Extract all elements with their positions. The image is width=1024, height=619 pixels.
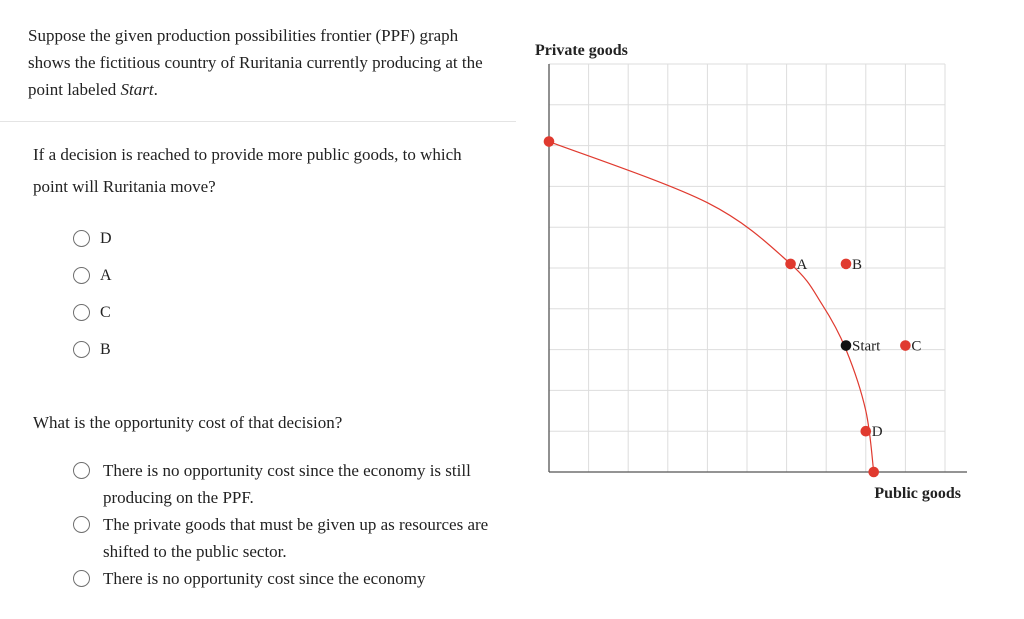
point-start	[840, 340, 852, 351]
intro-end: .	[153, 80, 158, 99]
point-d	[860, 425, 872, 437]
radio-icon[interactable]	[73, 304, 90, 321]
option-label: There is no opportunity cost since the e…	[103, 461, 471, 507]
question-2-text: What is the opportunity cost of that dec…	[33, 413, 343, 432]
radio-icon[interactable]	[73, 230, 90, 247]
option-a[interactable]: A	[73, 257, 112, 294]
point-a	[785, 258, 796, 270]
point-b	[840, 258, 852, 270]
chart-grid	[549, 63, 946, 472]
option-label: A	[100, 266, 112, 284]
section-divider	[0, 121, 516, 122]
point-intercept	[543, 136, 555, 147]
question-intro: Suppose the given production possibiliti…	[28, 22, 488, 103]
intro-emphasis: Start	[120, 80, 154, 99]
radio-icon[interactable]	[73, 570, 90, 587]
y-axis-label: Private goods	[535, 42, 628, 59]
point-label-c: C	[911, 339, 921, 355]
option-no-opportunity-cost[interactable]: There is no opportunity cost since the e…	[73, 457, 503, 511]
option-no-opportunity-cost-2[interactable]: There is no opportunity cost since the e…	[73, 565, 503, 619]
point-label-d: D	[872, 424, 883, 440]
point-label-b: B	[852, 257, 862, 273]
option-d[interactable]: D	[73, 220, 112, 257]
point-label-a: A	[797, 257, 808, 273]
question-1-options: D A C B	[73, 220, 112, 368]
chart-points: A B Start C D	[543, 136, 921, 478]
option-c[interactable]: C	[73, 294, 112, 331]
radio-icon[interactable]	[73, 341, 90, 358]
point-label-start: Start	[852, 339, 881, 355]
option-label: D	[100, 229, 112, 247]
ppf-chart: A B Start C D Private goods Public goods	[520, 30, 980, 515]
point-c	[900, 340, 911, 351]
ppf-chart-svg: A B Start C D Private goods Public goods	[535, 42, 967, 502]
point-intercept	[868, 466, 880, 478]
option-private-goods-given-up[interactable]: The private goods that must be given up …	[73, 511, 503, 565]
ppf-curve	[548, 140, 875, 473]
question-2-options: There is no opportunity cost since the e…	[73, 457, 503, 619]
option-label: B	[100, 340, 111, 358]
radio-icon[interactable]	[73, 462, 90, 479]
intro-text: Suppose the given production possibiliti…	[28, 26, 483, 99]
x-axis-label: Public goods	[874, 485, 961, 502]
option-label: There is no opportunity cost since the e…	[103, 569, 426, 588]
option-label: The private goods that must be given up …	[103, 515, 489, 561]
option-label: C	[100, 303, 111, 321]
chart-axes	[548, 64, 967, 473]
radio-icon[interactable]	[73, 516, 90, 533]
question-1-text: If a decision is reached to provide more…	[33, 145, 462, 196]
option-b[interactable]: B	[73, 331, 112, 368]
radio-icon[interactable]	[73, 267, 90, 284]
